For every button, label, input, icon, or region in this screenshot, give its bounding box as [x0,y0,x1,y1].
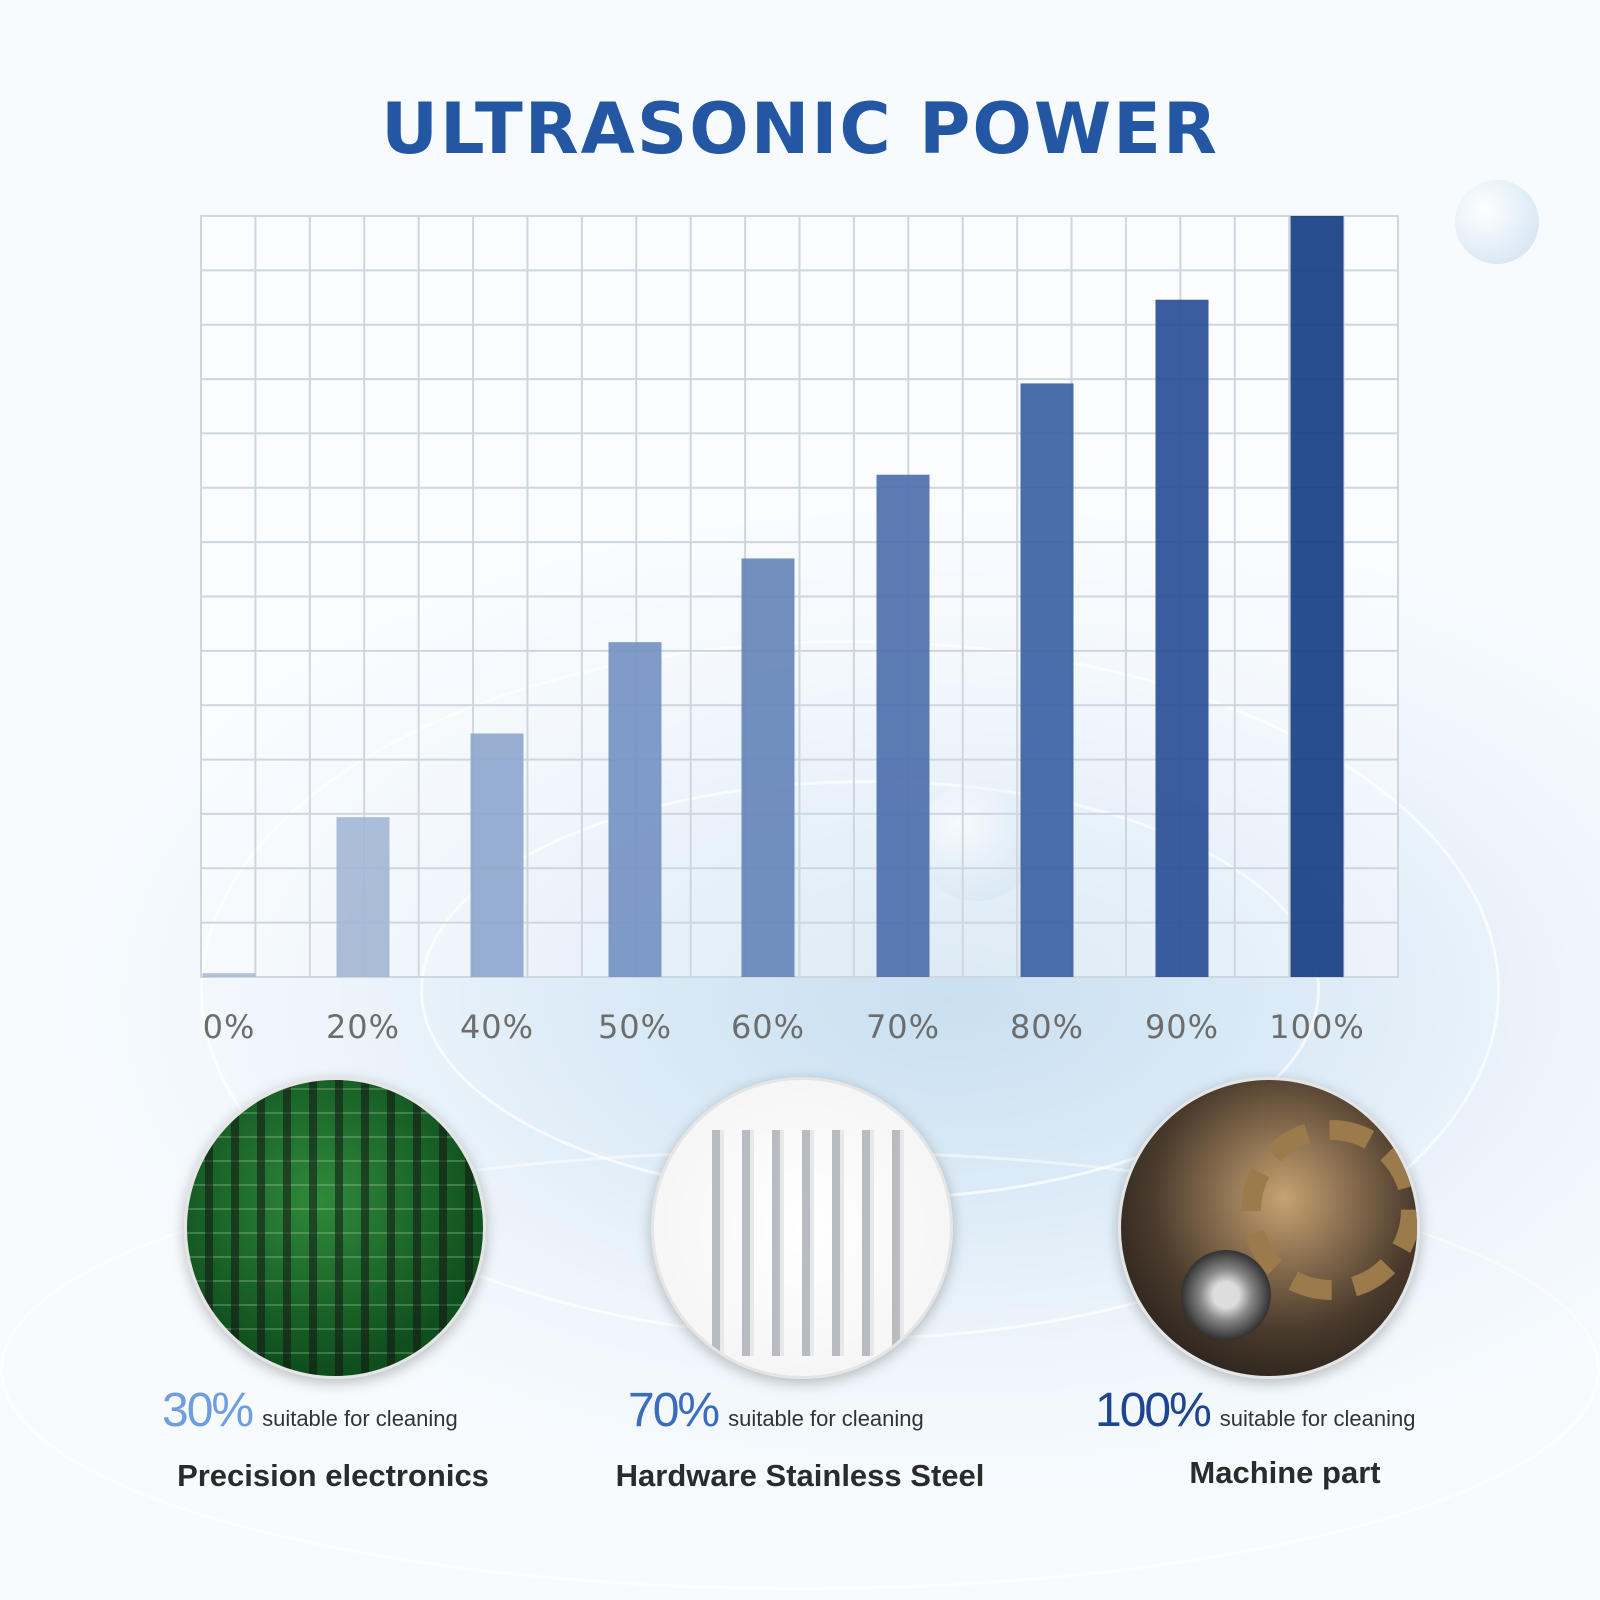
bar-40% [470,733,524,977]
bar-60% [741,558,795,977]
x-tick-label: 70% [866,1008,940,1046]
application-percent-row: 70% suitable for cleaning [628,1383,924,1438]
bar-70% [876,474,930,977]
x-tick-label: 80% [1010,1008,1084,1046]
water-bubble [1455,180,1539,264]
application-percent-row: 30% suitable for cleaning [162,1383,458,1438]
circuit-board-image [184,1077,486,1379]
application-suffix: suitable for cleaning [1219,1406,1416,1431]
application-name: Machine part [1189,1455,1381,1490]
x-tick-label: 40% [460,1008,534,1046]
application-suffix: suitable for cleaning [728,1406,924,1431]
x-tick-label: 50% [598,1008,672,1046]
application-name: Precision electronics [177,1458,489,1493]
x-tick-label: 90% [1145,1008,1219,1046]
bar-90% [1155,299,1209,978]
bar-80% [1020,383,1074,977]
bar-20% [336,817,390,977]
application-percent: 70% [628,1384,720,1437]
application-name: Hardware Stainless Steel [615,1458,985,1493]
application-percent: 30% [162,1384,254,1437]
x-tick-label: 0% [203,1008,256,1046]
bar-50% [608,642,662,977]
x-tick-label: 20% [326,1008,400,1046]
dental-tools-image [651,1077,953,1379]
bar-0% [202,973,256,977]
bar-chart: 0% 20% 40% 50% 60% 70% 80% 90% 100% [200,215,1399,1046]
page-title: ULTRASONIC POWER [381,88,1219,170]
gears-image [1118,1077,1420,1379]
x-tick-label: 60% [731,1008,805,1046]
x-tick-label: 100% [1269,1008,1364,1046]
application-suffix: suitable for cleaning [262,1406,458,1431]
bar-100% [1290,216,1344,977]
application-percent: 100% [1095,1384,1212,1437]
application-percent-row: 100% suitable for cleaning [1095,1383,1415,1438]
